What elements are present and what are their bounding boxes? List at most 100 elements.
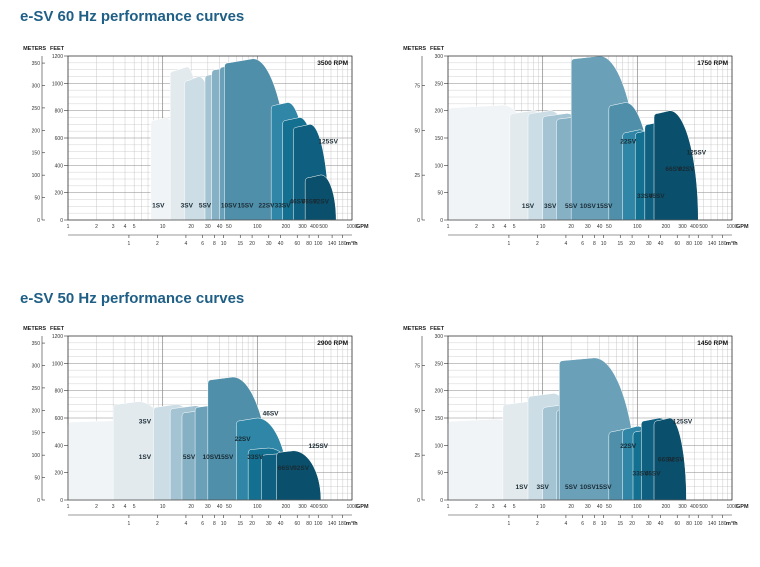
feet-tick-label: 100 [435, 163, 444, 169]
chart-60hz-3500rpm: 1SV 3SV 5SV 10SV 15SV 22SV 33SV46SV66SV92SV125… [23, 46, 369, 247]
curve-label: 5SV [183, 454, 196, 461]
gpm-tick-label: 200 [662, 504, 671, 510]
m3h-tick-label: 1 [128, 241, 131, 247]
m3h-tick-label: 4 [185, 521, 188, 527]
feet-tick-label: 0 [440, 498, 443, 504]
curve-label: 5SV [565, 484, 578, 491]
feet-tick-label: 150 [435, 136, 444, 142]
curve-label: 1SV [139, 454, 152, 461]
gpm-axis-title: GPM [356, 224, 369, 230]
curve-label: 125SV [687, 149, 707, 156]
meters-tick-label: 150 [32, 151, 41, 157]
curve-label: 22SV [259, 203, 276, 210]
m3h-tick-label: 80 [686, 521, 692, 527]
m3h-tick-label: 60 [674, 521, 680, 527]
gpm-tick-label: 40 [597, 504, 603, 510]
feet-tick-label: 1200 [52, 54, 63, 60]
meters-axis-title: METERS [403, 326, 426, 332]
gpm-tick-label: 30 [205, 504, 211, 510]
curve-label: 125SV [673, 418, 693, 425]
m3h-tick-label: 140 [328, 521, 337, 527]
curve-label: 1SV [152, 203, 165, 210]
curve-label: 22SV [620, 443, 637, 450]
meters-tick-label: 350 [32, 61, 41, 67]
m3h-tick-label: 40 [658, 521, 664, 527]
meters-tick-label: 100 [32, 173, 41, 179]
curve-label: 10SV [580, 203, 597, 210]
gpm-tick-label: 3 [492, 504, 495, 510]
m3h-tick-label: 10 [221, 521, 227, 527]
rpm-label: 2900 RPM [317, 340, 348, 347]
feet-tick-label: 800 [55, 109, 64, 115]
m3h-tick-label: 1 [508, 521, 511, 527]
m3h-tick-label: 30 [266, 241, 272, 247]
gpm-tick-label: 50 [226, 504, 232, 510]
m3h-tick-label: 180 [718, 241, 727, 247]
gpm-tick-label: 4 [124, 224, 127, 230]
m3h-tick-label: 80 [306, 241, 312, 247]
meters-tick-label: 200 [32, 408, 41, 414]
meters-tick-label: 75 [414, 83, 420, 89]
feet-tick-label: 300 [435, 334, 444, 340]
gpm-tick-label: 100 [633, 224, 642, 230]
gpm-tick-label: 1 [67, 224, 70, 230]
meters-tick-label: 250 [32, 386, 41, 392]
meters-tick-label: 100 [32, 453, 41, 459]
gpm-tick-label: 400 [310, 504, 319, 510]
curve-label: 10SV [203, 454, 220, 461]
curve-label: 1SV [522, 203, 535, 210]
gpm-tick-label: 300 [678, 224, 687, 230]
rpm-label: 1750 RPM [697, 60, 728, 67]
m3h-tick-label: 30 [646, 241, 652, 247]
section-title-60hz: e-SV 60 Hz performance curves [20, 8, 245, 25]
gpm-tick-label: 40 [217, 224, 223, 230]
m3h-tick-label: 60 [294, 521, 300, 527]
rpm-label: 1450 RPM [697, 340, 728, 347]
gpm-tick-label: 500 [699, 224, 708, 230]
gpm-tick-label: 1 [447, 224, 450, 230]
m3h-tick-label: 140 [328, 241, 337, 247]
curve-area-125sv [653, 110, 699, 221]
meters-tick-label: 0 [37, 218, 40, 224]
curve-label: 10SV [221, 203, 238, 210]
m3h-axis-title: m³/h [726, 520, 738, 527]
gpm-tick-label: 20 [568, 224, 574, 230]
gpm-tick-label: 1000 [346, 224, 357, 230]
gpm-tick-label: 10 [160, 504, 166, 510]
m3h-tick-label: 20 [629, 241, 635, 247]
meters-tick-label: 75 [414, 363, 420, 369]
gpm-tick-label: 50 [606, 224, 612, 230]
gpm-tick-label: 4 [504, 224, 507, 230]
gpm-tick-label: 200 [662, 224, 671, 230]
curve-label: 15SV [217, 454, 234, 461]
meters-axis-title: METERS [23, 326, 46, 332]
curve-label: 1SV [516, 484, 529, 491]
gpm-tick-label: 50 [226, 224, 232, 230]
m3h-axis-title: m³/h [726, 240, 738, 247]
feet-tick-label: 400 [55, 443, 64, 449]
feet-tick-label: 600 [55, 136, 64, 142]
feet-tick-label: 150 [435, 416, 444, 422]
curve-label: 5SV [199, 203, 212, 210]
gpm-tick-label: 300 [298, 224, 307, 230]
curve-label: 92SV [293, 465, 310, 472]
feet-tick-label: 200 [435, 109, 444, 115]
m3h-tick-label: 60 [674, 241, 680, 247]
curve-label: 46SV [645, 470, 662, 477]
m3h-tick-label: 180 [718, 521, 727, 527]
meters-tick-label: 25 [414, 453, 420, 459]
m3h-tick-label: 15 [237, 241, 243, 247]
curve-label: 33SV [247, 454, 264, 461]
curve-label: 22SV [235, 436, 252, 443]
gpm-tick-label: 1 [67, 504, 70, 510]
m3h-tick-label: 4 [185, 241, 188, 247]
meters-tick-label: 0 [417, 498, 420, 504]
gpm-tick-label: 200 [282, 504, 291, 510]
feet-tick-label: 200 [435, 389, 444, 395]
m3h-tick-label: 100 [314, 241, 323, 247]
feet-tick-label: 600 [55, 416, 64, 422]
rpm-label: 3500 RPM [317, 60, 348, 67]
gpm-tick-label: 1 [447, 504, 450, 510]
m3h-tick-label: 4 [565, 241, 568, 247]
meters-axis-title: METERS [403, 46, 426, 52]
